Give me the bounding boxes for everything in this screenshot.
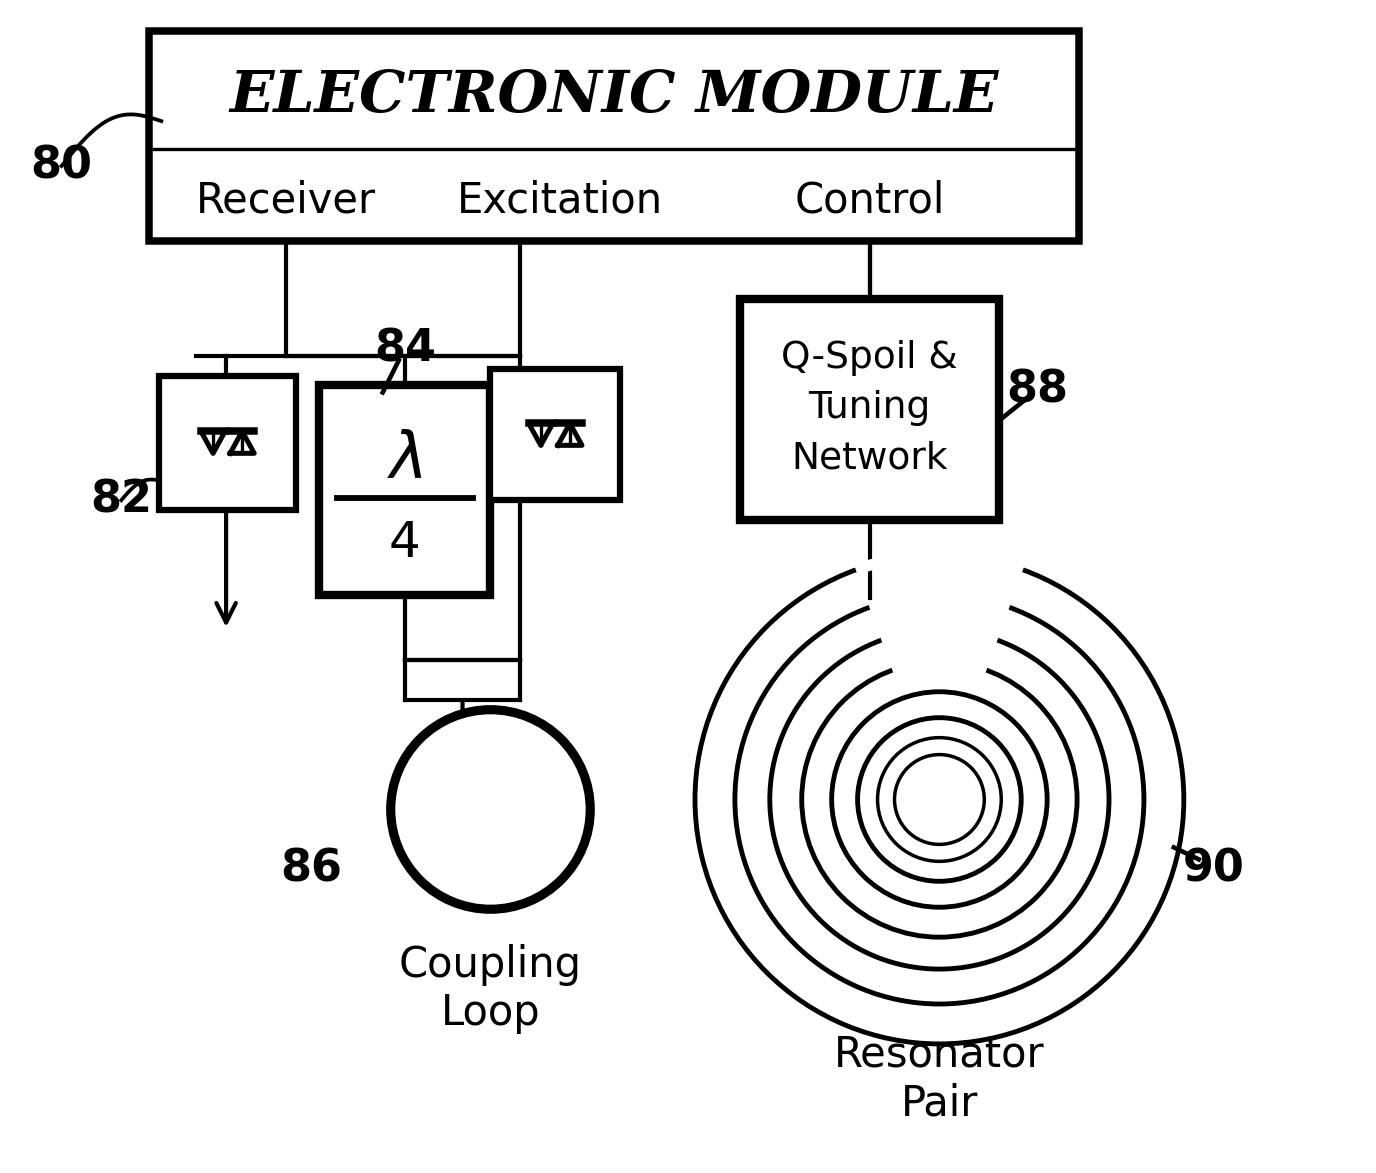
- Bar: [160, 375, 296, 510]
- Text: 84: 84: [374, 327, 436, 369]
- Text: 82: 82: [91, 479, 153, 522]
- Circle shape: [391, 710, 590, 909]
- Text: ELECTRONIC MODULE: ELECTRONIC MODULE: [230, 68, 999, 124]
- Text: 80: 80: [30, 144, 92, 188]
- Text: Receiver: Receiver: [195, 179, 376, 222]
- Text: Coupling
Loop: Coupling Loop: [399, 944, 582, 1035]
- Circle shape: [894, 754, 984, 845]
- Text: 88: 88: [1006, 369, 1068, 412]
- Text: Q-Spoil &
Tuning
Network: Q-Spoil & Tuning Network: [782, 340, 958, 476]
- Text: $\lambda$: $\lambda$: [387, 429, 422, 491]
- Text: Excitation: Excitation: [457, 179, 663, 222]
- Text: 90: 90: [1183, 848, 1245, 890]
- Text: 4: 4: [389, 520, 421, 567]
- Bar: [319, 386, 490, 595]
- Text: Resonator
Pair: Resonator Pair: [834, 1033, 1044, 1124]
- Bar: [490, 368, 621, 500]
- Bar: [149, 32, 1079, 240]
- Bar: [740, 299, 999, 520]
- Text: 86: 86: [279, 848, 341, 890]
- Text: Control: Control: [794, 179, 945, 222]
